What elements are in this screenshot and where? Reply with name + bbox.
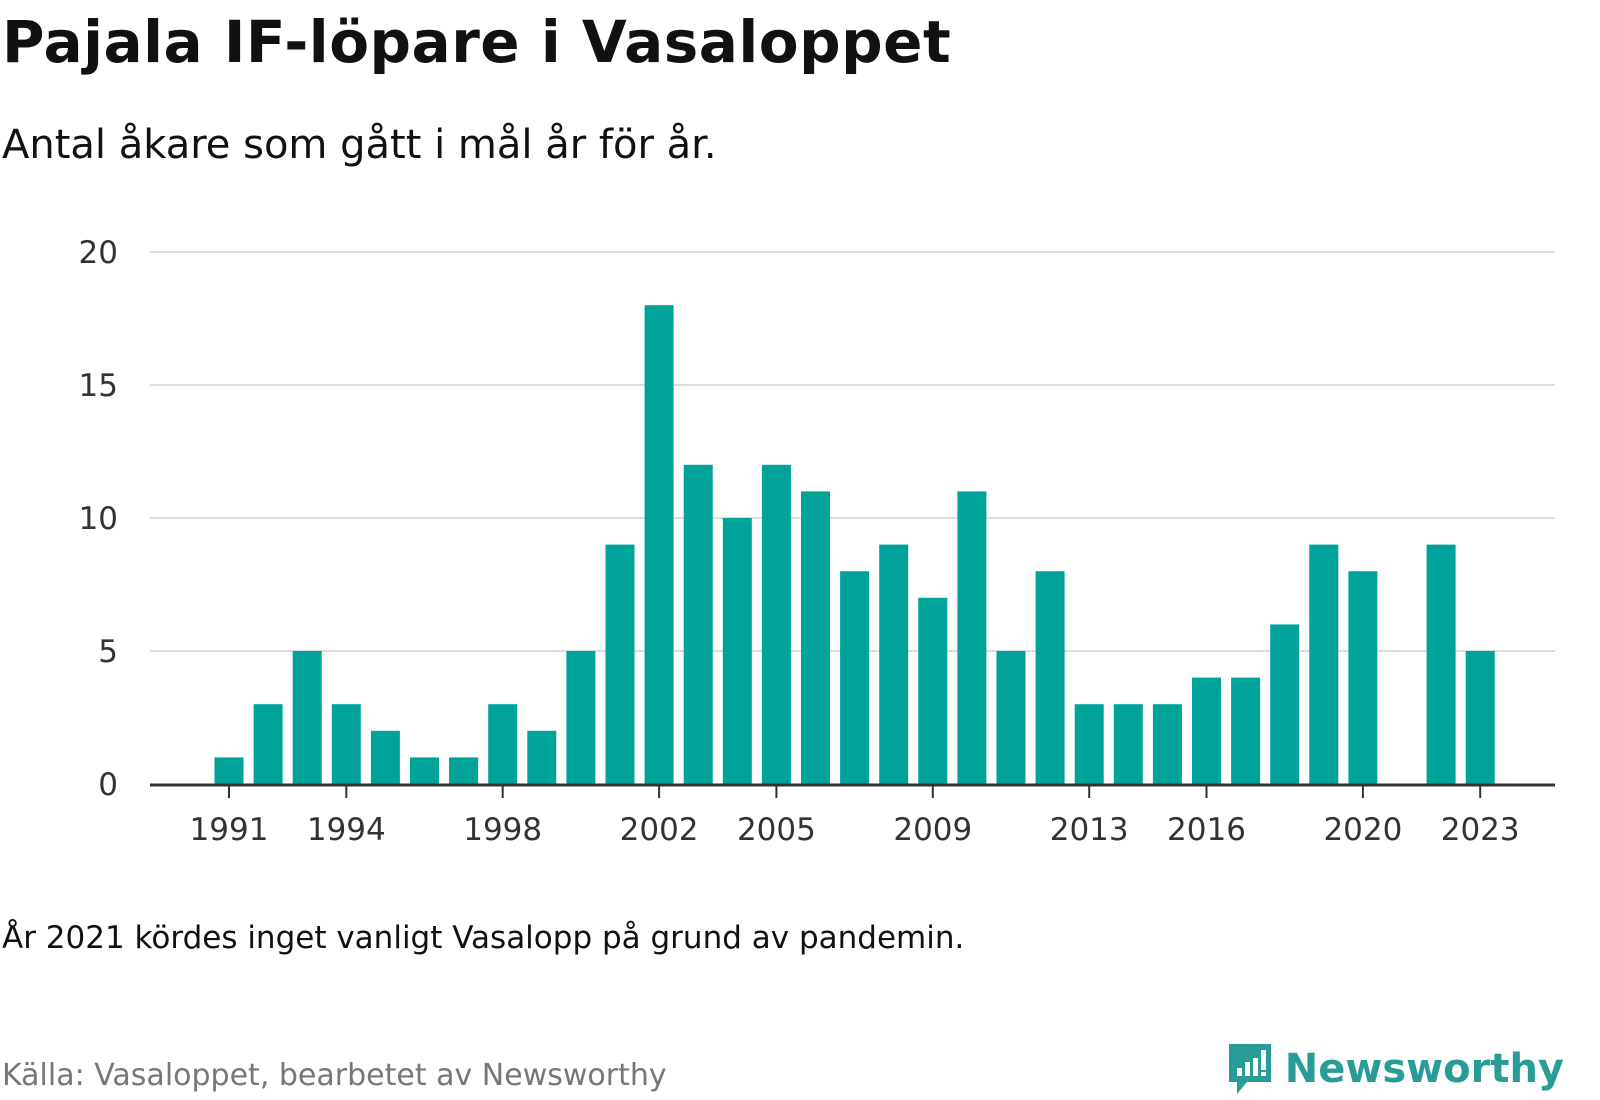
bar (1426, 544, 1456, 784)
x-tick-label: 2002 (620, 812, 699, 848)
bar (331, 704, 361, 784)
bar (1309, 544, 1339, 784)
bar (1192, 677, 1221, 784)
x-tick-label: 2016 (1167, 812, 1246, 848)
bar (722, 518, 752, 784)
bar (214, 757, 244, 784)
x-tick-label: 1998 (463, 812, 542, 848)
chart-subtitle: Antal åkare som gått i mål år för år. (2, 122, 717, 168)
chart-note: År 2021 kördes inget vanligt Vasalopp på… (2, 920, 965, 956)
bar (918, 597, 948, 784)
x-axis-ticks: 1991 1994 1998 2002 2005 2009 2013 2016 2020 2023 (190, 786, 1520, 848)
bar (879, 544, 909, 784)
newsworthy-logo-icon (1228, 1044, 1271, 1094)
x-tick-label: 2009 (893, 812, 972, 848)
x-tick-label: 2013 (1050, 812, 1129, 848)
bar (527, 730, 557, 784)
source-credit: Källa: Vasaloppet, bearbetet av Newswort… (2, 1058, 667, 1093)
x-tick-label: 2023 (1441, 812, 1520, 848)
x-tick-label: 2005 (737, 812, 816, 848)
bar (605, 544, 635, 784)
bar (801, 491, 830, 784)
bar (1152, 704, 1182, 784)
bar (253, 704, 283, 784)
x-tick-label: 1994 (307, 812, 386, 848)
bar (761, 464, 791, 784)
y-tick-label: 5 (98, 634, 118, 670)
bar (1035, 571, 1065, 784)
bar (683, 464, 713, 784)
bar (370, 730, 400, 784)
y-tick-label: 15 (79, 368, 118, 404)
bar (1113, 704, 1143, 784)
chart-title: Pajala IF-löpare i Vasaloppet (2, 8, 952, 76)
bar (410, 757, 439, 784)
bar (1231, 677, 1261, 784)
bar (644, 305, 674, 784)
bar (996, 651, 1026, 784)
x-tick-label: 2020 (1323, 812, 1402, 848)
bars (214, 305, 1495, 784)
bar (488, 704, 518, 784)
brand-logo: Newsworthy (1225, 1040, 1564, 1098)
bar (566, 651, 596, 784)
bar (957, 491, 987, 784)
y-tick-label: 20 (79, 235, 118, 271)
bar (1348, 571, 1378, 784)
y-tick-label: 0 (98, 767, 118, 803)
x-tick-label: 1991 (190, 812, 269, 848)
y-axis-ticks: 0 5 10 15 20 (79, 235, 118, 803)
bar (1074, 704, 1104, 784)
bar (449, 757, 479, 784)
bar-chart: 0 5 10 15 20 1991 1994 1998 2002 2005 2009 2013 201… (79, 235, 1555, 848)
y-tick-label: 10 (79, 501, 118, 537)
brand-name: Newsworthy (1284, 1046, 1564, 1092)
bar (840, 571, 870, 784)
bar (1465, 651, 1495, 784)
bar (292, 651, 322, 784)
bar (1270, 624, 1300, 784)
